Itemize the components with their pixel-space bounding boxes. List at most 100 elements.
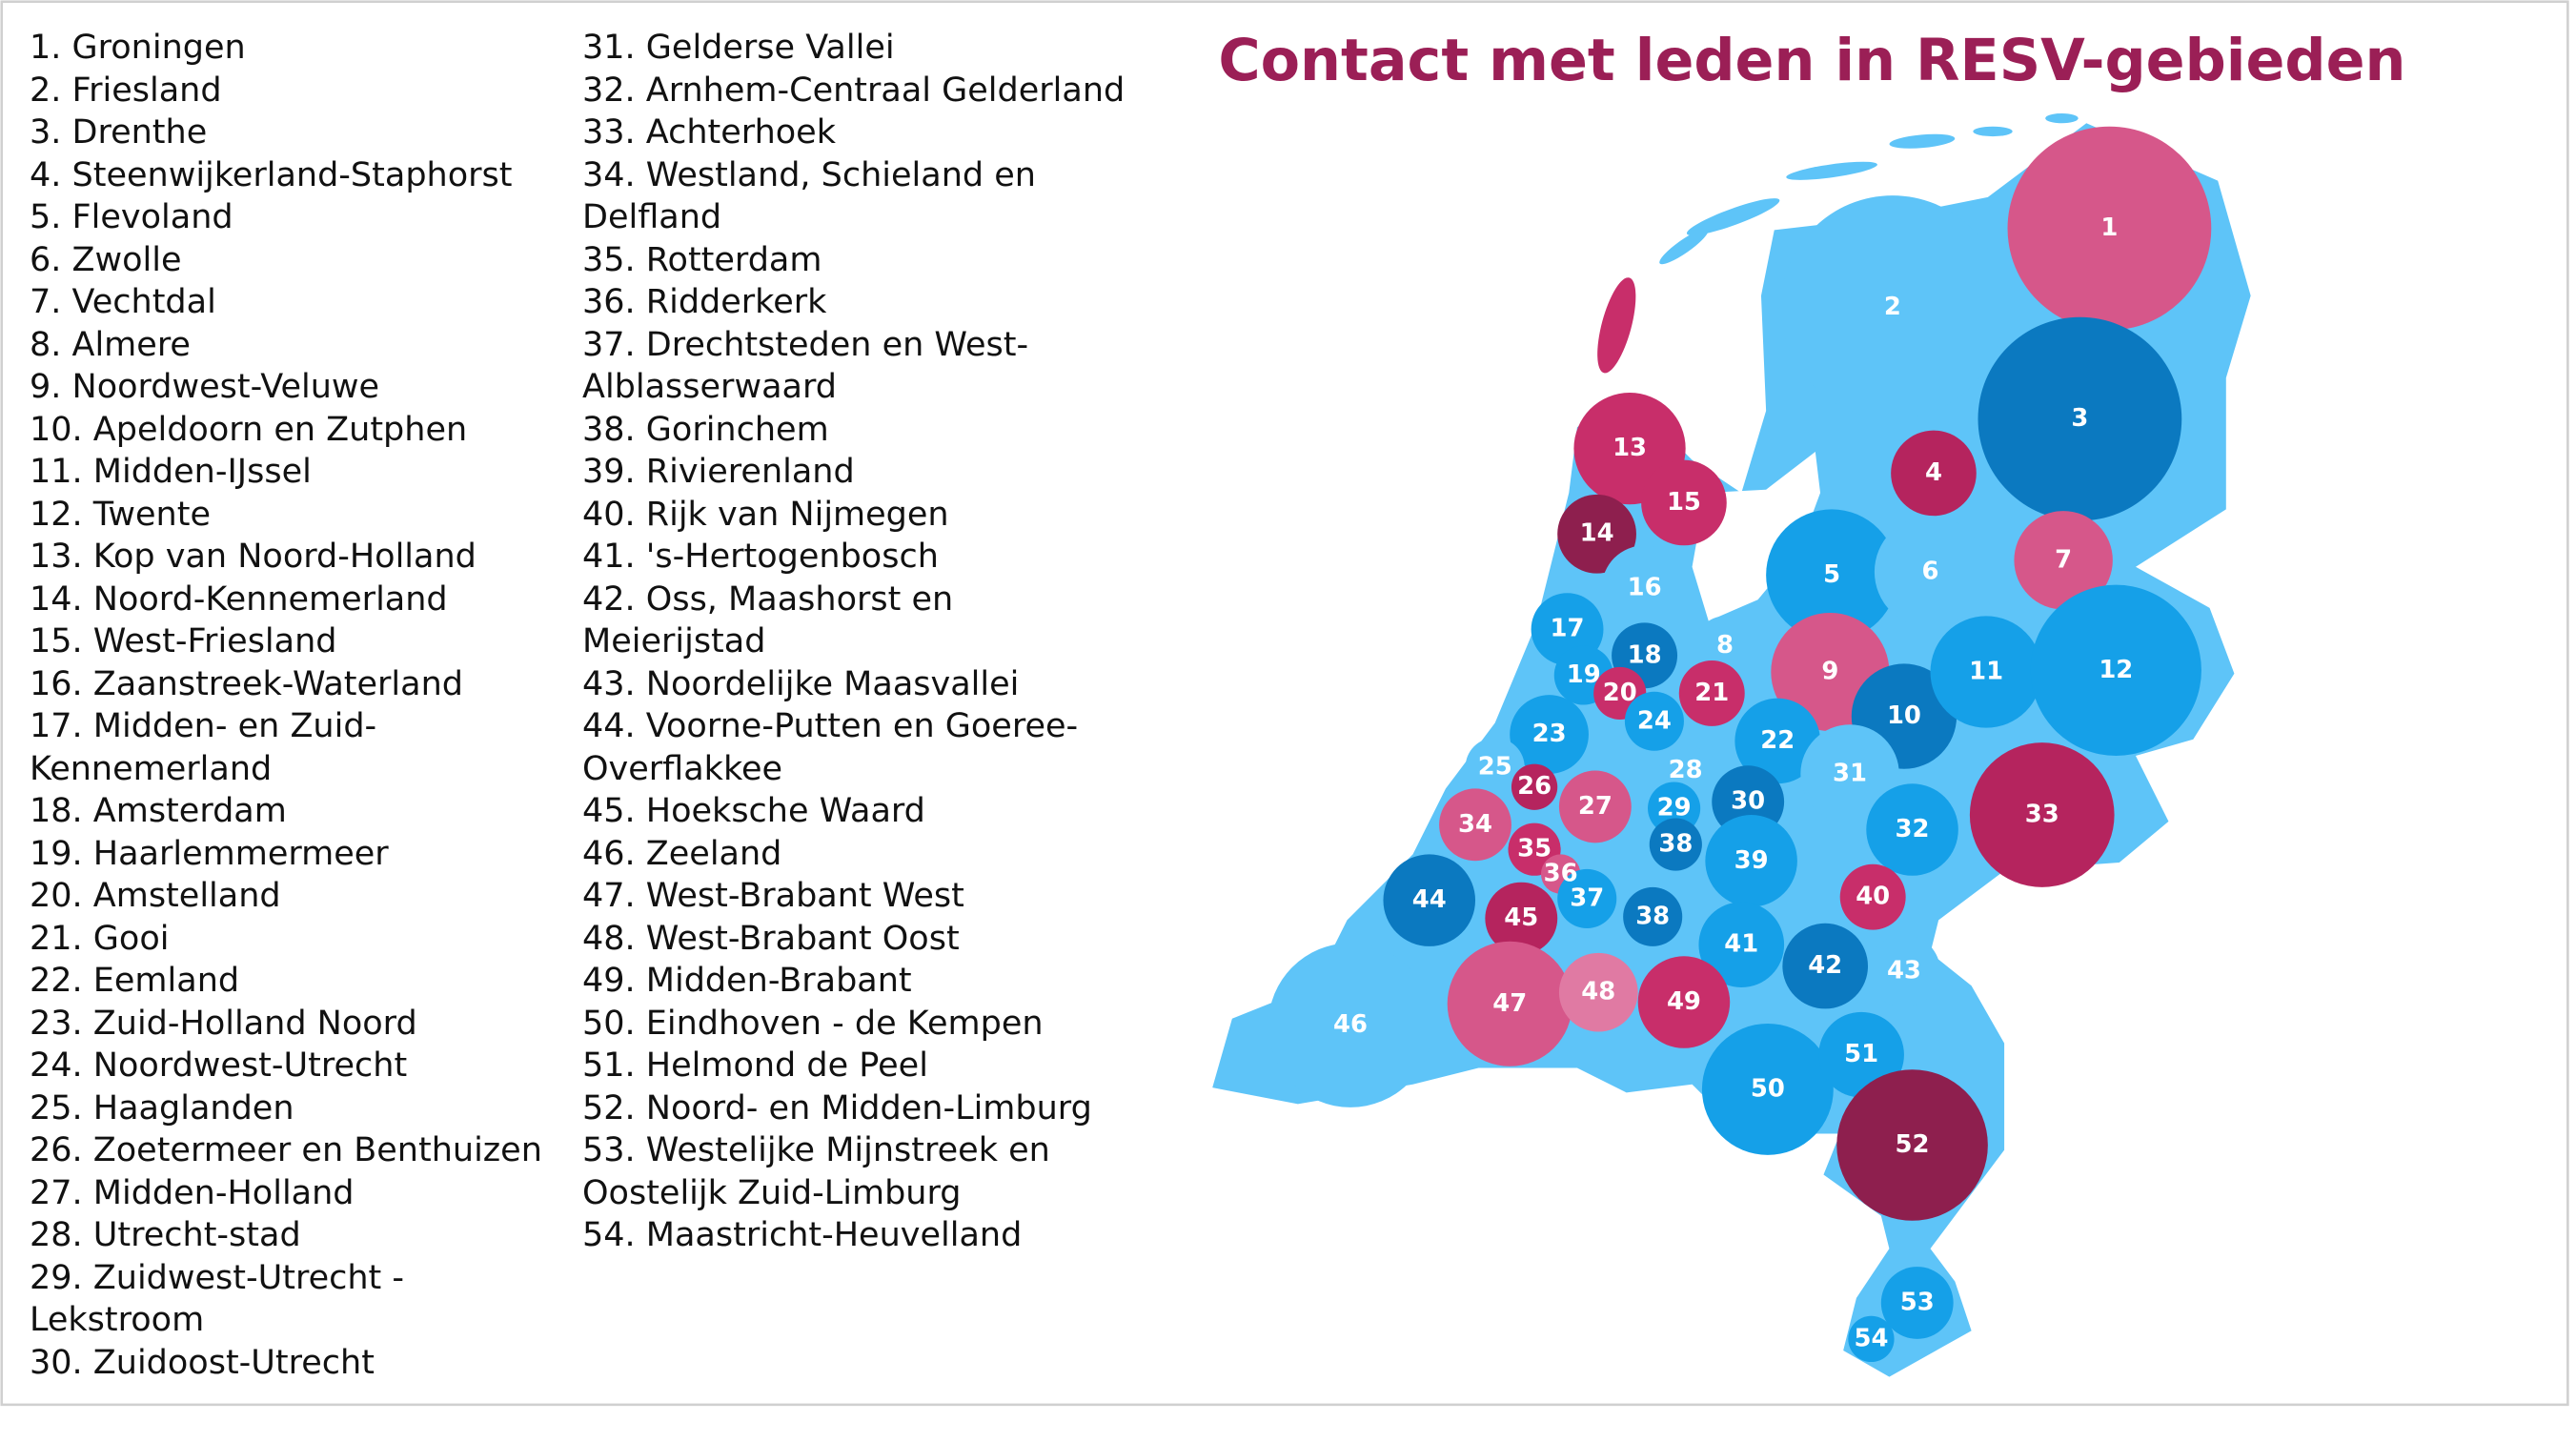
frame — [0, 0, 2569, 1407]
legend-item: 39. Rivierenland — [582, 453, 855, 491]
region-label: 38 — [1658, 830, 1693, 859]
legend-item: 30. Zuidoost-Utrecht — [30, 1343, 375, 1382]
legend-item: 46. Zeeland — [582, 834, 782, 873]
legend-item: 21. Gooi — [30, 919, 170, 958]
legend-item: 7. Vechtdal — [30, 283, 216, 321]
region-label: 25 — [1478, 753, 1512, 782]
region-label: 16 — [1628, 574, 1662, 602]
region — [1624, 691, 1684, 751]
region-label: 20 — [1603, 679, 1637, 707]
region — [1637, 956, 1731, 1048]
region-label: 29 — [1657, 794, 1692, 823]
region — [1705, 815, 1797, 907]
region — [1874, 516, 1987, 628]
region-label: 50 — [1751, 1074, 1785, 1103]
region — [1678, 660, 1745, 726]
region — [1465, 737, 1525, 798]
region — [1868, 934, 1940, 1007]
region — [2007, 126, 2212, 331]
legend-item: 3. Drenthe — [30, 113, 208, 152]
legend-item: 18. Amsterdam — [30, 792, 287, 830]
region — [1969, 742, 2115, 887]
region-label: 47 — [1492, 989, 1527, 1018]
region-label: 6 — [1922, 557, 1939, 585]
island — [1786, 161, 1877, 180]
legend-item: 8. Almere — [30, 325, 191, 364]
region-label: 21 — [1694, 679, 1729, 707]
region — [1780, 195, 2005, 419]
region-label: 10 — [1887, 701, 1921, 730]
legend-item: 36. Ridderkerk — [582, 283, 827, 321]
region — [1485, 882, 1558, 955]
region — [1836, 1069, 1988, 1221]
legend-item: 25. Haaglanden — [30, 1088, 294, 1127]
region — [1558, 770, 1632, 843]
island — [1597, 277, 1636, 374]
legend-item: 47. West-Brabant West — [582, 877, 964, 915]
region-label: 8 — [1716, 631, 1734, 660]
legend-item: 20. Amstelland — [30, 877, 281, 915]
region — [1782, 923, 1869, 1009]
region-label: 1 — [2100, 213, 2118, 242]
island — [1889, 133, 1956, 149]
region — [1439, 788, 1511, 862]
legend-item: 52. Noord- en Midden-Limburg — [582, 1088, 1092, 1127]
region-label: 12 — [2099, 656, 2133, 684]
region-label: 52 — [1896, 1130, 1930, 1159]
legend-item: 51. Helmond de Peel — [582, 1046, 928, 1085]
region-label: 11 — [1969, 658, 2003, 686]
region-label: 36 — [1544, 860, 1578, 888]
legend-item: 29. Zuidwest-Utrecht - Lekstroom — [30, 1258, 405, 1340]
legend-item: 4. Steenwijkerland-Staphorst — [30, 155, 513, 194]
region — [1510, 695, 1589, 774]
legend-item: 27. Midden-Holland — [30, 1173, 355, 1212]
legend-item: 16. Zaanstreek-Waterland — [30, 664, 463, 703]
legend-item: 6. Zwolle — [30, 240, 182, 279]
region — [1800, 724, 1899, 823]
region — [1978, 316, 2182, 521]
region — [1623, 886, 1683, 946]
region — [1930, 616, 2042, 728]
region-label: 30 — [1731, 787, 1765, 816]
region-label: 23 — [1532, 720, 1567, 748]
legend-item: 26. Zoetermeer en Benthuizen — [30, 1131, 542, 1169]
region-label: 26 — [1517, 772, 1552, 801]
region-label: 13 — [1613, 434, 1647, 462]
legend-item: 53. Westelijke Mijnstreek en Oostelijk Z… — [582, 1131, 1050, 1212]
legend-item: 48. West-Brabant Oost — [582, 919, 960, 958]
island — [1686, 198, 1780, 235]
region-label: 39 — [1734, 846, 1769, 875]
region-label: 45 — [1504, 904, 1538, 932]
legend-item: 17. Midden- en Zuid-Kennemerland — [30, 707, 377, 788]
legend-item: 54. Maastricht-Heuvelland — [582, 1216, 1023, 1254]
region — [1383, 854, 1476, 946]
region-label: 44 — [1412, 885, 1447, 914]
legend-item: 9. Noordwest-Veluwe — [30, 368, 380, 406]
region — [1557, 868, 1617, 928]
title: Contact met leden in RESV-gebieden — [1218, 28, 2405, 94]
region-label: 43 — [1887, 956, 1921, 985]
region — [1511, 763, 1558, 810]
legend-item: 24. Noordwest-Utrecht — [30, 1046, 408, 1085]
region-label: 3 — [2071, 404, 2088, 433]
legend-item: 12. Twente — [30, 495, 211, 534]
region — [1695, 616, 1755, 676]
region-label: 41 — [1724, 930, 1758, 959]
legend-item: 15. West-Friesland — [30, 622, 337, 660]
region-label: 53 — [1900, 1288, 1935, 1316]
region-label: 34 — [1458, 810, 1492, 839]
legend-item: 42. Oss, Maashorst en Meierijstad — [582, 579, 954, 661]
region-label: 18 — [1628, 640, 1662, 669]
region-label: 37 — [1570, 883, 1604, 912]
region-label: 15 — [1667, 488, 1701, 517]
legend-item: 14. Noord-Kennemerland — [30, 579, 448, 619]
legend-item: 13. Kop van Noord-Holland — [30, 538, 477, 576]
region-label: 9 — [1821, 658, 1838, 686]
region — [2030, 584, 2201, 756]
region-label: 7 — [2055, 545, 2072, 574]
legend-item: 28. Utrecht-stad — [30, 1216, 301, 1254]
legend-column: 1. Groningen 2. Friesland 3. Drenthe 4. Ste… — [30, 27, 587, 1384]
region-label: 49 — [1667, 987, 1701, 1016]
